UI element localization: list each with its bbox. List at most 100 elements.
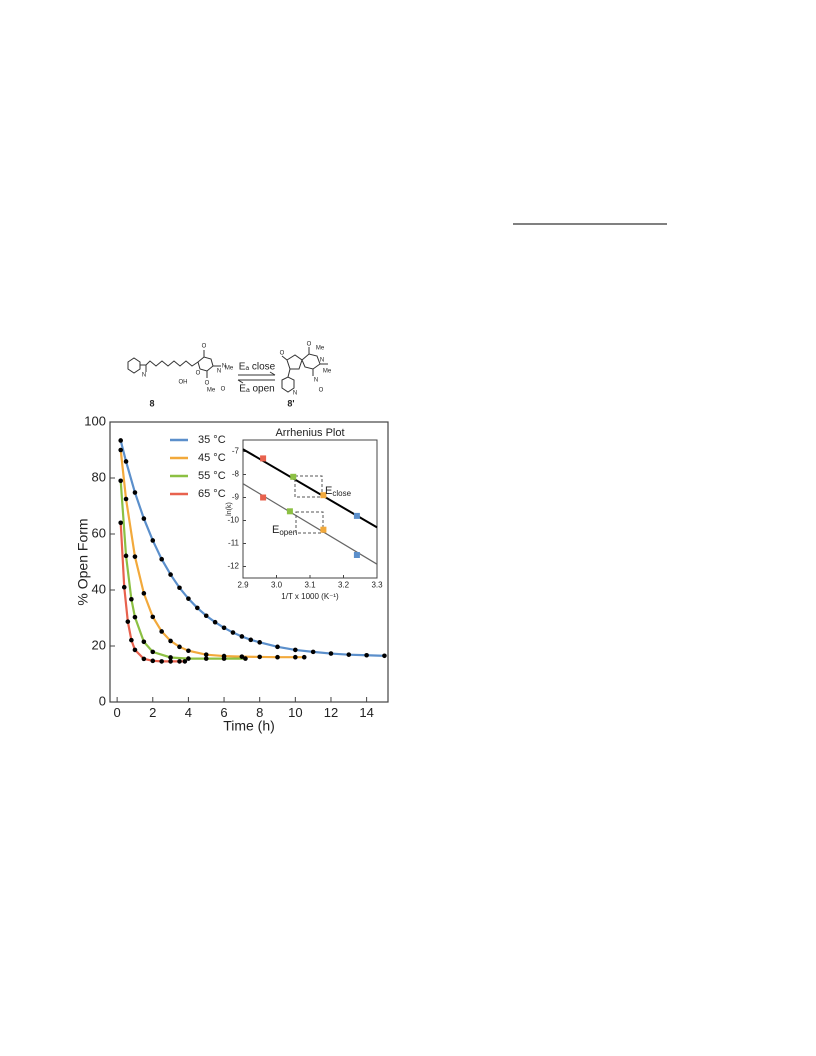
data-point (118, 447, 123, 453)
data-point (186, 656, 191, 661)
atom-label: N (314, 378, 318, 384)
data-point (353, 552, 360, 558)
data-point (150, 538, 156, 543)
data-point (243, 656, 248, 661)
x-axis-label: Time (h) (223, 718, 275, 734)
legend-label: 65 °C (198, 488, 226, 500)
x-tick-label: 12 (324, 705, 338, 720)
compound-label: 8 (149, 398, 154, 408)
data-point (286, 508, 293, 515)
annotation-subscript: open (279, 528, 297, 537)
data-point (310, 649, 316, 655)
arrow-label: Eₐ close (239, 362, 276, 373)
data-point (123, 553, 129, 559)
y-tick-label: -10 (227, 516, 239, 525)
atom-label: O (205, 381, 210, 387)
data-point (212, 619, 218, 625)
annotation-main: E (272, 524, 279, 536)
data-point (239, 654, 245, 659)
data-point (293, 654, 298, 660)
data-point (159, 556, 164, 562)
y-axis-label: ln(k) (226, 502, 233, 516)
atom-label: N (222, 364, 226, 370)
data-point (182, 659, 188, 664)
energy-box (295, 511, 324, 534)
data-point (132, 554, 138, 559)
data-point (141, 639, 147, 645)
atom-label: O (202, 344, 207, 350)
data-point (186, 648, 191, 654)
data-point (239, 634, 245, 639)
y-tick-label: 60 (92, 525, 106, 540)
inset-title: Arrhenius Plot (275, 427, 344, 439)
atom-label: O (221, 387, 226, 393)
data-point (260, 455, 267, 462)
data-point (320, 526, 327, 533)
data-point (177, 644, 182, 650)
data-point (168, 572, 173, 577)
atom-label: OH (179, 380, 188, 386)
atom-label: O (196, 371, 201, 377)
x-tick-label: 8 (256, 705, 263, 720)
data-point (301, 654, 307, 660)
x-tick-label: 3.3 (371, 580, 383, 589)
data-point (248, 637, 254, 643)
x-tick-label: 0 (114, 705, 121, 720)
data-point (150, 614, 156, 620)
data-point (275, 654, 280, 660)
data-point (177, 659, 182, 664)
data-point (346, 652, 352, 657)
y-tick-label: -9 (232, 493, 240, 502)
annotation-subscript: close (332, 489, 351, 498)
compound-label: 8' (287, 398, 294, 408)
data-point (168, 659, 173, 664)
data-point (168, 655, 173, 660)
atom-label: N (217, 369, 221, 375)
x-tick-label: 2.9 (237, 580, 249, 589)
y-tick-label: -7 (232, 447, 240, 456)
atom-label: N (142, 373, 146, 379)
data-point (159, 659, 164, 664)
data-point (382, 653, 387, 659)
data-point (129, 596, 134, 602)
data-point (257, 654, 262, 660)
data-point (290, 473, 297, 480)
x-tick-label: 14 (359, 705, 373, 720)
data-point (353, 512, 360, 519)
data-point (221, 656, 227, 661)
series-line (119, 440, 385, 657)
legend-label: 45 °C (198, 452, 226, 464)
x-tick-label: 4 (185, 705, 192, 720)
atom-label: Me (316, 346, 325, 352)
data-point (141, 591, 147, 596)
annotation-main: E (325, 485, 332, 497)
data-point (168, 638, 173, 644)
data-point (195, 605, 200, 611)
y-tick-label: -12 (227, 562, 239, 571)
data-point (257, 640, 262, 645)
arrow-label: Eₐ open (239, 384, 274, 395)
annotation: Eopen (272, 524, 297, 537)
x-tick-label: 3.1 (304, 580, 316, 589)
y-tick-label: 100 (84, 413, 106, 428)
scheme (127, 347, 328, 393)
y-tick-label: -8 (232, 470, 240, 479)
data-point (132, 614, 138, 620)
data-point (125, 619, 131, 624)
data-point (221, 625, 227, 631)
data-point (230, 630, 236, 635)
atom-label: O (280, 351, 285, 357)
legend-label: 55 °C (198, 470, 226, 482)
annotation: Eclose (325, 485, 352, 498)
x-tick-label: 6 (220, 705, 227, 720)
data-point (118, 520, 123, 526)
x-tick-label: 2 (149, 705, 156, 720)
data-point (123, 459, 129, 464)
data-point (203, 613, 209, 619)
data-point (118, 438, 123, 443)
legend-label: 35 °C (198, 434, 226, 446)
x-tick-label: 3.2 (338, 580, 350, 589)
data-point (293, 647, 298, 653)
data-point (123, 496, 129, 502)
